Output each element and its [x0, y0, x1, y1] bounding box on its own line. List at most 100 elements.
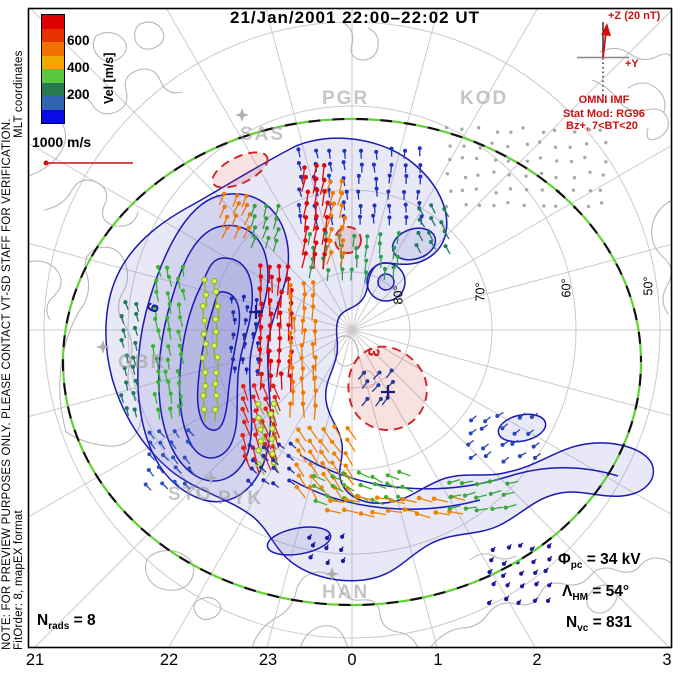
velocity-vector [261, 445, 266, 450]
stat-phi-pc: Φpc = 34 kV [558, 551, 641, 571]
velocity-vector [372, 482, 378, 487]
velocity-vector [328, 498, 333, 503]
velocity-vector [568, 145, 572, 149]
velocity-vector [250, 458, 255, 463]
velocity-vector [199, 392, 207, 399]
velocity-vector [468, 431, 473, 436]
velocity-vector [344, 189, 349, 194]
velocity-vector [519, 571, 524, 576]
mlt-label-3: 3 [662, 651, 672, 669]
velocity-vector [201, 317, 208, 324]
velocity-vector [232, 317, 237, 322]
velocity-vector [517, 454, 522, 459]
velocity-vector [345, 437, 350, 442]
velocity-vector [339, 203, 345, 208]
velocity-vector [356, 494, 361, 499]
velocity-vector [277, 335, 283, 341]
imf-z-label: +Z (20 nT) [608, 10, 661, 22]
velocity-vector [296, 161, 301, 166]
velocity-vector [264, 226, 269, 231]
velocity-vector [402, 507, 408, 512]
velocity-vector [326, 173, 331, 178]
velocity-vector [236, 225, 242, 231]
velocity-vector [224, 214, 230, 219]
velocity-vector [211, 406, 219, 413]
velocity-vector [529, 415, 534, 420]
velocity-vector [493, 158, 498, 162]
velocity-vector [483, 419, 488, 424]
velocity-vector [462, 144, 466, 148]
velocity-vector [354, 254, 360, 259]
velocity-vector [186, 428, 191, 433]
velocity-vector [182, 455, 187, 460]
velocity-vector [176, 329, 181, 334]
velocity-vector [428, 240, 433, 245]
velocity-vector [155, 264, 161, 270]
velocity-vector [171, 455, 176, 460]
velocity-vector [483, 454, 488, 459]
velocity-vector [417, 146, 422, 151]
velocity-vector [463, 506, 468, 511]
velocity-vector [242, 341, 247, 346]
colorbar [41, 14, 65, 124]
velocity-vector [444, 204, 449, 209]
velocity-vector [385, 481, 390, 486]
velocity-vector [229, 296, 234, 301]
velocity-vector [154, 289, 159, 295]
velocity-vector [276, 358, 282, 364]
velocity-vector [378, 397, 383, 402]
velocity-vector [286, 276, 291, 282]
velocity-vector [308, 462, 313, 467]
velocity-vector [417, 200, 422, 205]
velocity-vector [299, 355, 304, 361]
velocity-vector [310, 304, 316, 309]
velocity-vector [241, 445, 246, 451]
velocity-vector [358, 483, 363, 488]
velocity-vector [486, 600, 492, 606]
velocity-vector [387, 215, 392, 220]
velocity-vector [365, 396, 370, 401]
velocity-vector [290, 379, 296, 385]
station-label-gbr: GBR [118, 352, 167, 373]
velocity-vector [445, 171, 450, 176]
velocity-vector [122, 365, 127, 371]
velocity-vector [505, 583, 510, 588]
velocity-vector [324, 545, 329, 551]
velocity-vector [314, 187, 320, 193]
velocity-vector [312, 375, 318, 381]
velocity-vector [290, 389, 296, 394]
velocity-vector [288, 401, 293, 406]
velocity-vector [167, 327, 172, 332]
velocity-vector [429, 216, 434, 221]
colorbar-segment [42, 55, 64, 69]
velocity-vector [187, 466, 192, 471]
velocity-vector [414, 243, 419, 248]
velocity-vector [176, 302, 182, 307]
velocity-vector [599, 201, 604, 205]
velocity-vector [267, 323, 273, 328]
velocity-vector [481, 446, 486, 451]
velocity-vector [313, 355, 318, 360]
velocity-vector [539, 171, 544, 176]
velocity-vector [274, 216, 279, 221]
velocity-vector [259, 371, 264, 377]
velocity-vector [268, 311, 274, 317]
velocity-vector [508, 187, 513, 191]
velocity-vector [175, 369, 180, 374]
velocity-vector [364, 270, 369, 275]
imf-y-label: +Y [625, 58, 639, 70]
velocity-vector [505, 481, 510, 486]
station-label-sto: STO [168, 484, 213, 505]
velocity-vector [312, 473, 317, 479]
velocity-vector [166, 344, 171, 349]
velocity-vector [267, 348, 272, 354]
stat-phi-sub: pc [570, 560, 583, 572]
velocity-vector [182, 481, 187, 486]
velocity-vector [287, 478, 292, 483]
velocity-vector [474, 508, 479, 513]
velocity-vector [338, 547, 344, 553]
stat-n-rads: Nrads = 8 [37, 612, 96, 632]
velocity-vector [526, 431, 531, 436]
velocity-vector [321, 177, 327, 183]
velocity-vector [588, 189, 593, 193]
